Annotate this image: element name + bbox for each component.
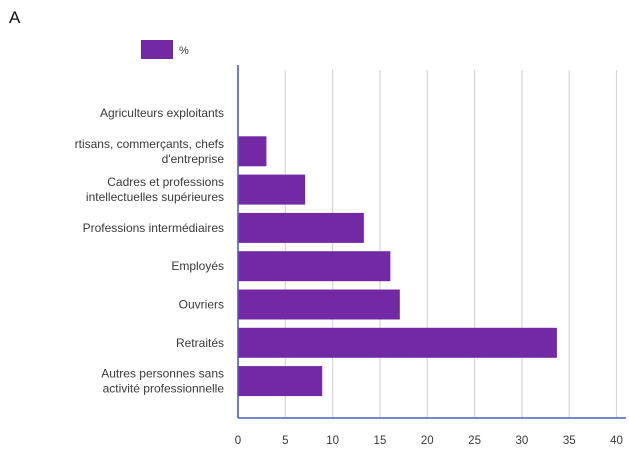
bar: [238, 174, 306, 205]
category-label: Cadres et professions: [107, 175, 224, 189]
category-label: Retraités: [176, 336, 224, 350]
x-tick-label: 30: [516, 435, 529, 447]
x-tick-labels: 0 5 10 15 20 25 30 35 40: [235, 435, 623, 447]
x-tick-label: 0: [235, 435, 241, 447]
category-label: Ouvriers: [179, 298, 224, 312]
gridlines: [284, 70, 618, 418]
bar: [238, 136, 267, 167]
category-label: intellectuelles supérieures: [86, 190, 224, 204]
category-label: activité professionnelle: [103, 382, 225, 396]
x-tick-label: 5: [282, 435, 288, 447]
bar: [238, 366, 323, 397]
category-labels: Agriculteurs exploitants rtisans, commerç…: [75, 106, 225, 396]
bar: [238, 251, 391, 282]
bar: [238, 289, 400, 320]
bar: [238, 212, 364, 243]
legend-swatch: [141, 40, 173, 59]
legend: %: [141, 40, 189, 59]
category-label: Agriculteurs exploitants: [100, 106, 224, 120]
category-label: Autres personnes sans: [101, 367, 224, 381]
category-label: Professions intermédiaires: [83, 221, 224, 235]
legend-label: %: [179, 45, 189, 57]
x-tick-label: 35: [563, 435, 576, 447]
x-tick-label: 15: [374, 435, 387, 447]
x-tick-label: 20: [421, 435, 434, 447]
panel-label: A: [9, 8, 21, 27]
x-tick-label: 25: [468, 435, 481, 447]
category-label: d'entreprise: [162, 152, 225, 166]
x-tick-label: 40: [610, 435, 623, 447]
category-label: Employés: [171, 259, 224, 273]
category-label: rtisans, commerçants, chefs: [75, 137, 224, 151]
x-tick-label: 10: [326, 435, 339, 447]
axes: [237, 65, 626, 419]
bar: [238, 327, 557, 358]
bars: [238, 136, 557, 397]
